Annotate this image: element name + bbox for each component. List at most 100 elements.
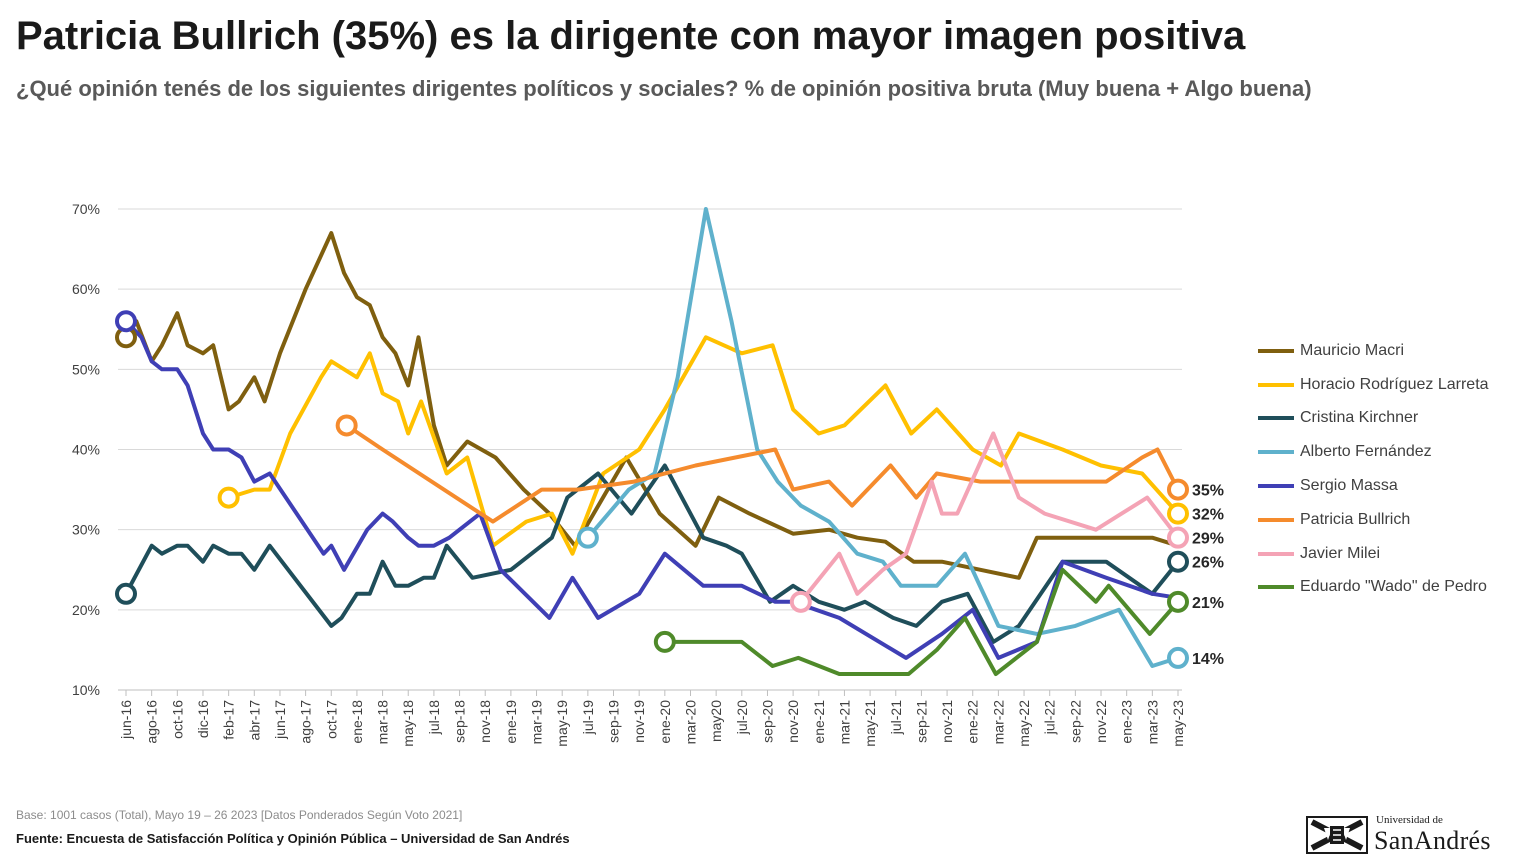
end-marker [1167, 478, 1189, 501]
end-marker [1167, 502, 1189, 525]
end-marker [1167, 646, 1189, 669]
series-line [124, 463, 1180, 644]
x-tick-label: ene-20 [657, 700, 673, 744]
start-marker [335, 414, 358, 437]
legend-swatch [1258, 348, 1294, 353]
x-tick-label: jul-22 [1042, 700, 1058, 735]
legend-swatch [1258, 517, 1294, 522]
series-line [226, 335, 1180, 556]
series-line [662, 567, 1180, 676]
x-tick-label: oct-16 [169, 700, 185, 739]
legend-swatch [1258, 450, 1294, 455]
end-value-label: 32% [1192, 507, 1224, 524]
x-tick-label: ene-19 [503, 700, 519, 744]
legend-label: Mauricio Macri [1300, 341, 1405, 359]
y-tick-label: 50% [72, 361, 100, 377]
end-value-label: 35% [1192, 483, 1224, 500]
x-tick-label: may-19 [554, 700, 570, 747]
x-tick-label: jun-17 [272, 700, 288, 740]
end-value-label: 26% [1192, 555, 1224, 572]
legend-label: Horacio Rodríguez Larreta [1300, 375, 1489, 393]
x-tick-label: nov-21 [939, 700, 955, 743]
start-marker [115, 310, 137, 333]
chart-subtitle: ¿Qué opinión tenés de los siguientes dir… [16, 76, 1312, 101]
university-logo: Universidad de SanAndrés [1306, 812, 1526, 860]
base-note: Base: 1001 casos (Total), Mayo 19 – 26 2… [16, 808, 463, 822]
x-tick-label: may-18 [400, 700, 416, 747]
y-tick-label: 30% [72, 522, 100, 538]
x-tick-label: mar-18 [375, 700, 391, 745]
x-tick-label: may-23 [1170, 700, 1186, 747]
start-marker [576, 526, 599, 549]
page-title: Patricia Bullrich (35%) es la dirigente … [16, 14, 1246, 58]
x-tick-label: jun-16 [118, 700, 134, 740]
x-tick-label: ago-16 [144, 700, 160, 744]
legend-item: Javier Milei [1258, 537, 1489, 571]
legend-item: Horacio Rodríguez Larreta [1258, 368, 1489, 402]
series-line [798, 431, 1180, 604]
legend-item: Sergio Massa [1258, 469, 1489, 503]
x-tick-label: nov-18 [477, 700, 493, 743]
series-line [124, 319, 1180, 660]
start-marker [789, 590, 812, 613]
legend-swatch [1258, 416, 1294, 421]
start-marker [217, 486, 240, 509]
x-tick-label: sep-19 [606, 700, 622, 743]
y-tick-label: 40% [72, 442, 100, 458]
x-tick-label: may-22 [1016, 700, 1032, 747]
x-tick-label: sep-18 [452, 700, 468, 743]
crest-icon [1306, 816, 1368, 854]
chart-grid [118, 208, 1182, 691]
x-tick-label: jul-19 [580, 700, 596, 735]
x-tick-label: sep-22 [1067, 700, 1083, 743]
x-tick-label: jul-21 [888, 700, 904, 735]
legend-item: Cristina Kirchner [1258, 402, 1489, 436]
x-tick-label: sep-21 [913, 700, 929, 743]
x-tick-label: mar-21 [836, 700, 852, 745]
x-tick-label: mar-19 [529, 700, 545, 745]
x-tick-label: mar-22 [990, 700, 1006, 745]
x-tick-label: may-21 [862, 700, 878, 747]
legend-item: Patricia Bullrich [1258, 503, 1489, 537]
series-lines [124, 207, 1180, 676]
y-tick-label: 10% [72, 682, 100, 698]
x-tick-label: nov-22 [1093, 700, 1109, 743]
x-tick-label: oct-17 [323, 700, 339, 739]
source-note: Fuente: Encuesta de Satisfacción Polític… [16, 831, 570, 846]
x-tick-label: nov-19 [631, 700, 647, 743]
legend-label: Alberto Fernández [1300, 443, 1432, 461]
end-value-label: 21% [1192, 595, 1224, 612]
x-tick-label: nov-20 [785, 700, 801, 743]
legend-label: Patricia Bullrich [1300, 510, 1411, 528]
legend-swatch [1258, 484, 1294, 489]
legend-item: Eduardo "Wado" de Pedro [1258, 571, 1489, 605]
legend-label: Eduardo "Wado" de Pedro [1300, 578, 1487, 596]
legend-label: Sergio Massa [1300, 477, 1398, 495]
x-tick-label: mar-20 [682, 700, 698, 745]
legend-label: Cristina Kirchner [1300, 409, 1419, 427]
y-tick-label: 70% [72, 201, 100, 217]
y-axis-ticks: 10% 20% 30% 40% 50% 60% 70% [72, 201, 100, 698]
x-tick-label: ene-21 [811, 700, 827, 744]
x-tick-label: may20 [708, 700, 724, 742]
x-tick-label: dic-16 [195, 700, 211, 738]
x-tick-label: ene-22 [965, 700, 981, 744]
y-tick-label: 60% [72, 281, 100, 297]
end-labels: 32% 26% 14% 35% 29% 21% [1192, 483, 1224, 668]
logo-small-text: Universidad de [1376, 814, 1443, 826]
legend-item: Mauricio Macri [1258, 334, 1489, 368]
end-marker [1167, 550, 1189, 573]
y-tick-label: 20% [72, 602, 100, 618]
x-tick-label: jul-18 [426, 700, 442, 735]
series-line [344, 423, 1180, 524]
chart-legend: Mauricio Macri Horacio Rodríguez Larreta C… [1258, 334, 1489, 604]
end-marker [1167, 590, 1189, 613]
logo-big-text: SanAndrés [1374, 826, 1491, 855]
legend-swatch [1258, 382, 1294, 387]
start-marker [653, 630, 676, 653]
x-tick-label: jul-20 [734, 700, 750, 735]
x-axis-ticks: jun-16 ago-16 oct-16 dic-16 feb-17 abr-17 jun-… [118, 690, 1186, 747]
legend-label: Javier Milei [1300, 544, 1381, 562]
series-markers [115, 310, 1189, 669]
